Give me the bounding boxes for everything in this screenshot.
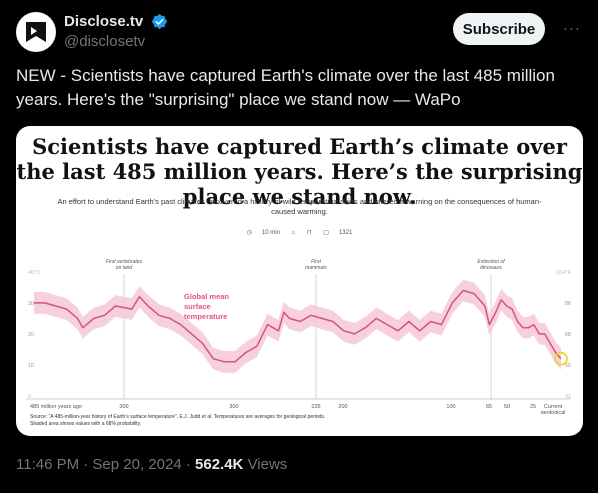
article-subhead: An effort to understand Earth’s past cli… — [57, 197, 542, 216]
y-tick-f: 32 — [565, 394, 571, 400]
author-handle[interactable]: @disclosetv — [64, 33, 146, 50]
y-tick-f: 104°F — [556, 270, 571, 276]
x-tick: 200 — [338, 404, 347, 410]
subscribe-button[interactable]: Subscribe — [453, 13, 545, 45]
x-tick: geological — [541, 410, 566, 414]
series-label-2: surface — [184, 302, 211, 311]
article-headline: Scientists have captured Earth’s climate… — [16, 134, 583, 209]
bookmark-icon: ⊓ — [306, 230, 312, 236]
verified-badge-icon — [151, 13, 168, 30]
article-meta: ◷ 10 min ⌂ ⊓ ▢ 1321 — [16, 229, 583, 236]
current-point-highlight — [554, 351, 568, 366]
y-tick-c: 0 — [28, 394, 31, 400]
annotation-mammals-2: mammals — [305, 265, 327, 271]
y-tick-f: 68 — [565, 332, 571, 338]
y-tick-c: 40°C — [28, 270, 40, 276]
y-tick-f: 86 — [565, 301, 571, 307]
x-tick: 300 — [229, 404, 238, 410]
comment-icon: ▢ — [323, 230, 329, 236]
chart-source-note: Source: “A 485-million-year history of E… — [30, 414, 326, 427]
temperature-chart: First vertebrates on land First mammals … — [26, 259, 572, 414]
annotation-vertebrates-2: on land — [116, 265, 133, 271]
series-label: Global mean — [184, 292, 229, 301]
clock-icon: ◷ — [246, 230, 252, 236]
y-tick-c: 30 — [28, 301, 34, 307]
x-tick: Current — [544, 404, 563, 410]
disclose-logo-icon — [26, 22, 46, 42]
x-tick: 65 — [486, 404, 492, 410]
x-tick: 25 — [530, 404, 536, 410]
view-count: 562.4K — [195, 456, 244, 473]
annotation-dinosaurs-2: dinosaurs — [480, 265, 502, 271]
author-name[interactable]: Disclose.tv — [64, 13, 144, 30]
uncertainty-band — [34, 279, 561, 373]
more-options-icon[interactable]: ··· — [563, 19, 581, 37]
temperature-line — [34, 289, 562, 363]
annotation-dinosaurs: Extinction of — [477, 259, 505, 265]
article-image[interactable]: Scientists have captured Earth’s climate… — [16, 126, 583, 436]
x-tick: 300 — [119, 404, 128, 410]
avatar[interactable] — [16, 12, 56, 52]
x-tick: 100 — [446, 404, 455, 410]
annotation-mammals: First — [311, 259, 321, 265]
x-tick: 485 million years ago — [30, 404, 82, 410]
y-tick-c: 20 — [28, 332, 34, 338]
read-time: 10 min — [261, 230, 280, 236]
comment-count: 1321 — [338, 230, 353, 236]
tweet-stats: 11:46 PM · Sep 20, 2024 · 562.4K Views — [16, 456, 287, 473]
gift-icon: ⌂ — [291, 230, 296, 236]
x-tick: 50 — [504, 404, 510, 410]
views-label: Views — [247, 456, 288, 473]
timestamp[interactable]: 11:46 PM · Sep 20, 2024 · — [16, 456, 191, 473]
x-tick: 225 — [311, 404, 320, 410]
series-label-3: temperature — [184, 312, 227, 321]
y-tick-c: 10 — [28, 363, 34, 369]
tweet-text: NEW - Scientists have captured Earth's c… — [16, 66, 555, 109]
y-tick-f: 50 — [565, 363, 571, 369]
annotation-vertebrates: First vertebrates — [106, 259, 143, 265]
